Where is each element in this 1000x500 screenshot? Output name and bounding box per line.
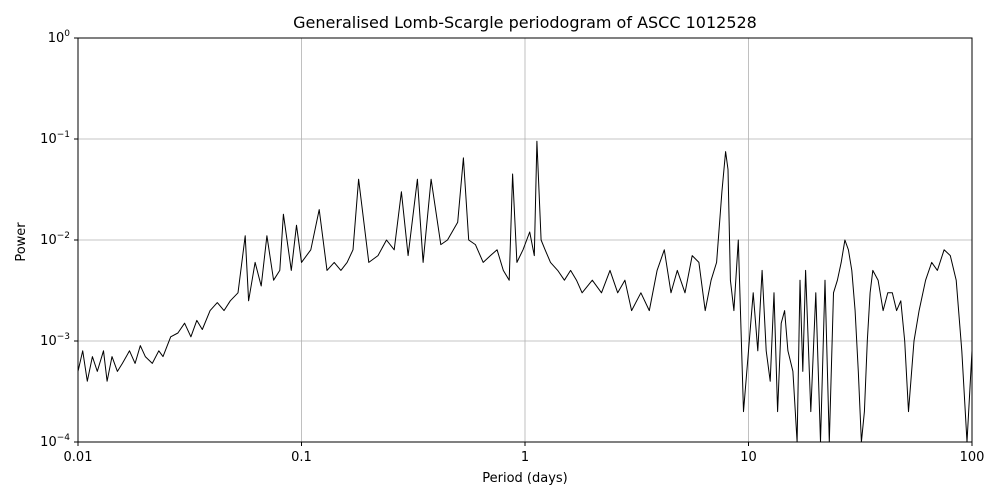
y-axis-label: Power (14, 222, 29, 262)
x-axis: 0.01 0.1 1 10 100 (64, 442, 985, 465)
y-tick-label: 10−1 (40, 130, 70, 147)
y-tick-label: 10−4 (40, 433, 70, 450)
x-tick-label: 0.1 (291, 450, 312, 465)
y-tick-label: 10−3 (40, 332, 70, 349)
x-tick-label: 1 (521, 450, 529, 465)
x-tick-label: 0.01 (64, 450, 93, 465)
x-tick-label: 10 (740, 450, 757, 465)
x-axis-label: Period (days) (482, 471, 568, 486)
chart-title: Generalised Lomb-Scargle periodogram of … (293, 13, 757, 32)
y-axis: 10−4 10−3 10−2 10−1 100 (40, 29, 78, 450)
plot-area (77, 140, 973, 443)
periodogram-line (77, 140, 973, 443)
y-tick-label: 100 (48, 29, 71, 46)
y-tick-label: 10−2 (40, 231, 70, 248)
x-tick-label: 100 (960, 450, 985, 465)
